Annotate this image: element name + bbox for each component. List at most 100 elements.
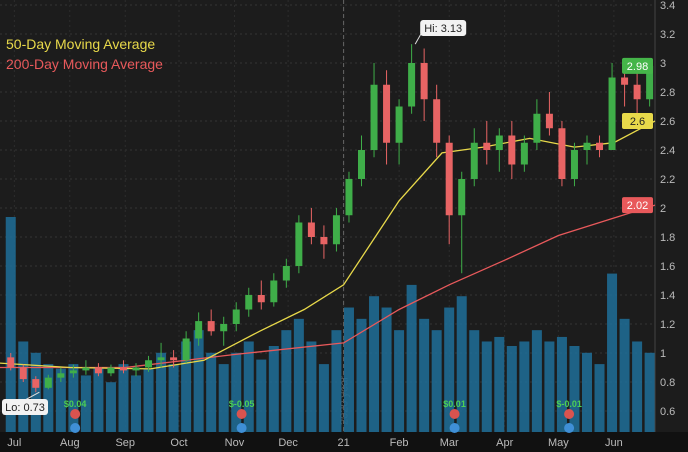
y-tick-label: 1.2 [660, 319, 675, 331]
candle-body [646, 65, 654, 100]
x-tick-label: Jul [7, 437, 21, 449]
candle-body [383, 84, 391, 143]
candle-body [608, 77, 616, 150]
earnings-icon[interactable] [449, 409, 460, 419]
volume-bar [243, 341, 254, 432]
volume-bar [218, 364, 229, 432]
volume-bar [356, 318, 367, 432]
earnings-icon[interactable] [564, 409, 575, 419]
x-tick-label: Oct [170, 437, 187, 449]
y-tick-label: 2.6 [660, 116, 675, 128]
x-tick-label: Nov [225, 437, 245, 449]
ma200-line [0, 204, 656, 369]
volume-bar [206, 352, 217, 432]
y-tick-label: 1.4 [660, 290, 675, 302]
x-tick-label: Mar [440, 437, 459, 449]
candle-body [282, 266, 290, 281]
y-tick-label: 1.6 [660, 261, 675, 273]
x-tick-label: May [548, 437, 569, 449]
y-tick-label: 2 [660, 203, 666, 215]
y-tick-label: 2.4 [660, 145, 675, 157]
last-ma50-value: 2.6 [630, 116, 645, 128]
earnings-label: $-0.05 [229, 399, 255, 409]
low-label: Lo: 0.73 [5, 402, 45, 414]
volume-bar [644, 352, 655, 432]
volume-bar [419, 318, 430, 432]
volume-bar [444, 307, 455, 432]
volume-bar [607, 273, 618, 432]
candle-body [533, 113, 541, 143]
x-tick-label: Jun [605, 437, 623, 449]
volume-bar [131, 375, 142, 432]
candle-body [19, 367, 27, 380]
volume-bar [30, 352, 41, 432]
earnings-icon[interactable] [70, 409, 81, 419]
last-ma200-tag [622, 197, 653, 214]
earnings-icon[interactable] [236, 409, 247, 419]
candle-body [445, 142, 453, 216]
volume-bar [381, 307, 392, 432]
candle-body [570, 150, 578, 179]
earnings-label: $-0.01 [556, 399, 582, 409]
volume-bar [293, 318, 304, 432]
dividend-info-icon[interactable] [70, 423, 81, 433]
volume-bar [494, 336, 505, 432]
y-tick-label: 0.6 [660, 406, 675, 418]
candle-body [207, 321, 215, 332]
volume-bar [193, 330, 204, 432]
volume-bar [544, 341, 555, 432]
volume-bar [331, 330, 342, 432]
volume-bar [531, 330, 542, 432]
volume-bar [43, 364, 54, 432]
candle-body [458, 179, 466, 216]
volume-bar [118, 364, 129, 432]
candle-body [270, 280, 278, 303]
earnings-label: $0.04 [64, 399, 87, 409]
candle-body [358, 150, 366, 179]
last-ma50-tag [622, 113, 653, 129]
candle-body [395, 106, 403, 143]
volume-bar [5, 217, 16, 432]
candle-body [295, 222, 303, 266]
candle-body [470, 142, 478, 179]
candle-body [495, 135, 503, 150]
y-tick-label: 0.8 [660, 377, 675, 389]
candle-body [7, 357, 15, 368]
high-label: Hi: 3.13 [424, 23, 462, 35]
dividend-info-icon[interactable] [236, 423, 247, 433]
x-tick-label: Aug [60, 437, 80, 449]
volume-bar [318, 364, 329, 432]
x-axis-band [0, 432, 688, 452]
volume-bar [506, 346, 517, 432]
candle-body [345, 179, 353, 216]
candle-body [132, 367, 140, 371]
candle-body [195, 321, 203, 339]
earnings-label: $0.01 [443, 399, 466, 409]
volume-bar [519, 341, 530, 432]
y-tick-label: 2.8 [660, 87, 675, 99]
dividend-info-icon[interactable] [564, 423, 575, 433]
candle-body [145, 360, 153, 368]
volume-bar [268, 346, 279, 432]
volume-bar [55, 368, 66, 432]
candle-body [82, 367, 90, 371]
candle-body [119, 367, 127, 371]
candle-body [245, 295, 253, 310]
candle-body [433, 99, 441, 143]
volume-bar [68, 364, 79, 432]
candle-body [257, 295, 265, 303]
candle-body [332, 215, 340, 245]
candle-body [508, 135, 516, 165]
dividend-info-icon[interactable] [449, 423, 460, 433]
low-callout [2, 399, 48, 415]
y-tick-label: 3.4 [660, 0, 675, 12]
candle-body [545, 113, 553, 129]
candle-body [57, 373, 65, 378]
candle-body [596, 142, 604, 150]
volume-bar [394, 330, 405, 432]
volume-bar [281, 330, 292, 432]
y-tick-label: 3 [660, 58, 666, 70]
volume-bar [481, 341, 492, 432]
